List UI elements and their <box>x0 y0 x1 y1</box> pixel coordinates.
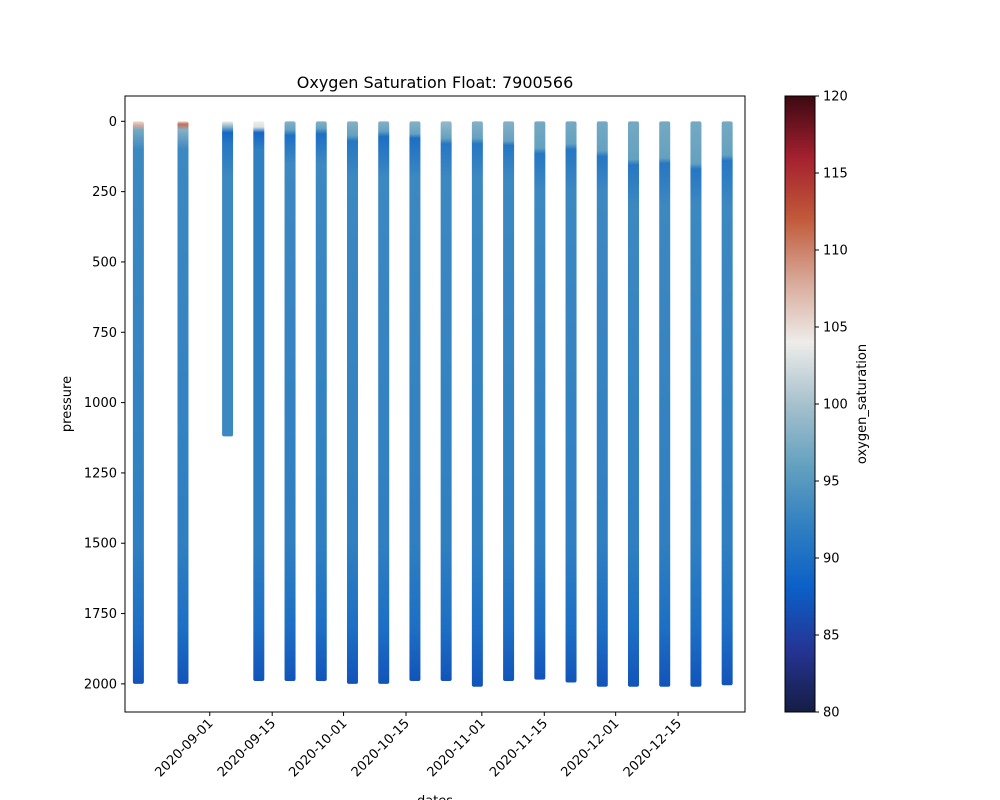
x-axis-title: dates <box>417 794 453 800</box>
profile-column <box>378 121 390 684</box>
colorbar-tick-label: 110 <box>823 244 848 259</box>
y-tick-label: 1000 <box>84 396 117 411</box>
profile-column <box>284 121 296 682</box>
colorbar-tick-label: 115 <box>823 167 848 182</box>
profile-column <box>177 121 189 684</box>
colorbar-tick-label: 100 <box>823 398 848 413</box>
y-tick-label: 0 <box>109 115 117 130</box>
profile-column <box>222 121 234 437</box>
y-tick-label: 1750 <box>84 607 117 622</box>
y-tick-label: 2000 <box>84 677 117 692</box>
colorbar-tick-label: 90 <box>823 552 840 567</box>
profile-column <box>565 121 577 683</box>
x-tick-label: 2020-10-01 <box>286 716 350 780</box>
profile-column <box>659 121 671 687</box>
colorbar-tick-label: 80 <box>823 706 840 721</box>
profiles-layer <box>132 121 733 687</box>
colorbar-tick-label: 95 <box>823 475 840 490</box>
profile-column <box>471 121 483 687</box>
y-axis-title: pressure <box>60 376 75 432</box>
profile-column <box>346 121 358 684</box>
y-tick-label: 500 <box>92 255 117 270</box>
colorbar-tick-label: 120 <box>823 90 848 105</box>
profile-column <box>690 121 702 687</box>
plot-frame <box>124 95 746 713</box>
x-tick-label: 2020-11-15 <box>487 716 551 780</box>
colorbar-tick-label: 85 <box>823 629 840 644</box>
x-tick-label: 2020-09-01 <box>153 716 217 780</box>
profile-column <box>503 121 515 682</box>
profile-column <box>253 121 265 682</box>
profile-column <box>409 121 421 682</box>
profile-column <box>315 121 327 682</box>
y-tick-label: 250 <box>92 185 117 200</box>
profile-column <box>534 121 546 680</box>
x-tick-label: 2020-10-15 <box>349 716 413 780</box>
profile-column <box>132 121 144 684</box>
y-tick-label: 750 <box>92 326 117 341</box>
profile-column <box>596 121 608 687</box>
colorbar-tick-label: 105 <box>823 321 848 336</box>
y-axis: 0 250 500 750 1000 1250 1500 1750 2000 <box>84 115 125 692</box>
profile-column <box>627 121 639 687</box>
y-tick-label: 1250 <box>84 466 117 481</box>
y-tick-label: 1500 <box>84 537 117 552</box>
x-tick-label: 2020-12-15 <box>621 716 685 780</box>
profile-column <box>721 121 733 686</box>
chart-title: Oxygen Saturation Float: 7900566 <box>297 73 574 92</box>
colorbar-axis: 80 85 90 95 100 105 110 115 120 <box>815 90 848 721</box>
colorbar-title: oxygen_saturation <box>855 344 870 464</box>
x-tick-label: 2020-12-01 <box>558 716 622 780</box>
x-tick-label: 2020-11-01 <box>425 716 489 780</box>
colorbar <box>784 95 816 713</box>
profile-column <box>440 121 452 682</box>
x-tick-label: 2020-09-15 <box>215 716 279 780</box>
